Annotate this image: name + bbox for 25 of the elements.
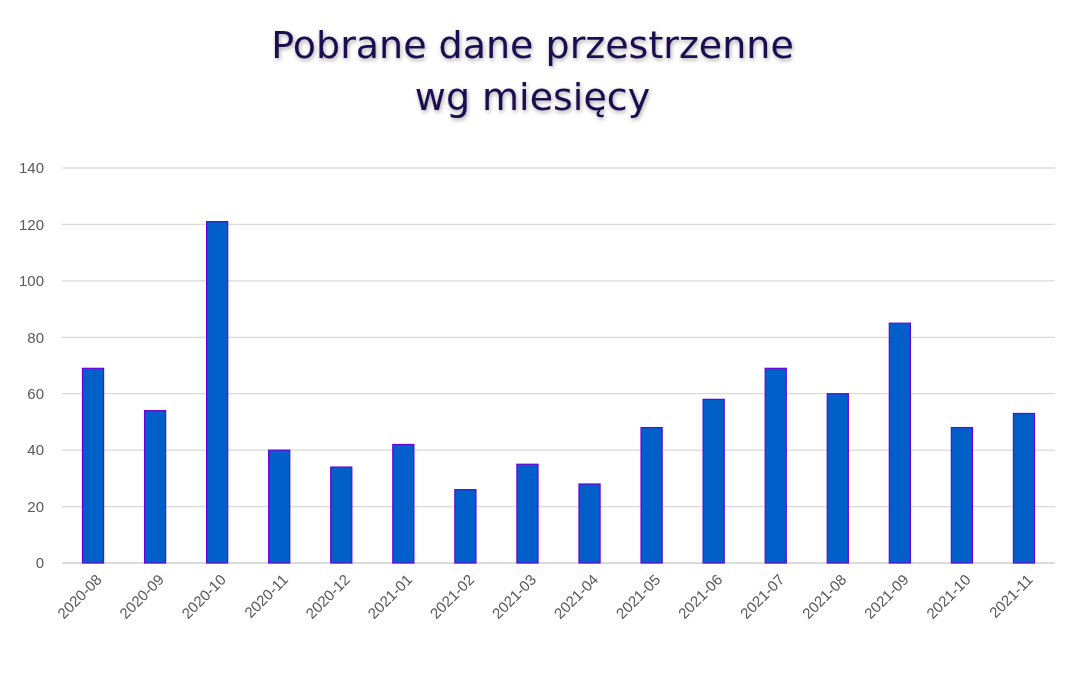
bar [206, 221, 229, 564]
bar [578, 483, 601, 564]
bar [268, 449, 291, 564]
bar [1012, 412, 1036, 564]
bar [81, 367, 105, 564]
bar [516, 463, 539, 564]
bar [143, 410, 167, 564]
y-tick-label: 0 [35, 554, 44, 572]
bar [454, 489, 477, 564]
chart-title: Pobrane dane przestrzenne wg miesięcy [271, 23, 794, 119]
bar [950, 426, 974, 564]
bar [764, 367, 787, 564]
bar [392, 443, 415, 564]
y-tick-label: 20 [27, 497, 44, 515]
y-tick-label: 40 [27, 441, 44, 459]
bar [702, 398, 725, 564]
y-tick-label: 140 [18, 159, 44, 177]
y-tick-label: 100 [18, 272, 44, 290]
bar [826, 393, 849, 564]
bar [888, 322, 911, 564]
y-tick-label: 120 [18, 215, 44, 233]
bar [640, 426, 663, 564]
y-tick-label: 80 [27, 328, 44, 346]
bar [330, 466, 353, 564]
y-tick-label: 60 [27, 384, 44, 402]
